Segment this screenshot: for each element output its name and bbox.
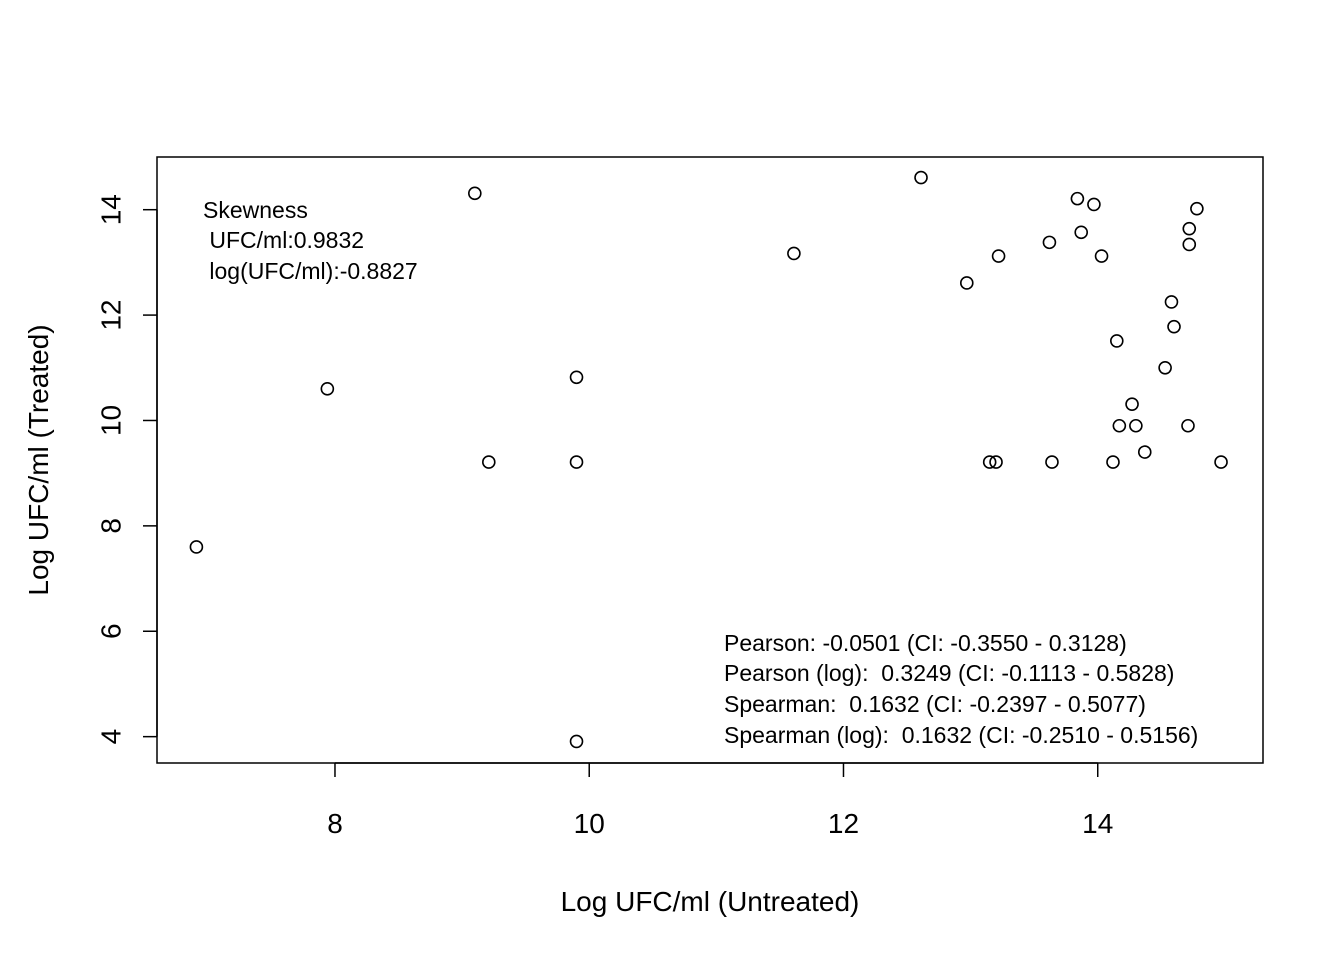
data-point — [914, 170, 928, 185]
y-tick-label: 4 — [96, 729, 127, 745]
data-point — [189, 540, 204, 554]
skewness-ufc: UFC/ml:0.9832 — [203, 227, 364, 253]
data-point — [1042, 235, 1057, 250]
y-tick-label: 8 — [96, 518, 127, 534]
data-point — [1070, 191, 1085, 206]
spearman-log-text: Spearman (log): 0.1632 (CI: -0.2510 - 0.… — [724, 722, 1198, 748]
spearman-text: Spearman: 0.1632 (CI: -0.2397 - 0.5077) — [724, 691, 1146, 717]
data-point — [1129, 418, 1143, 433]
data-point — [982, 455, 997, 469]
x-axis: 8 10 12 14 — [327, 762, 1113, 839]
data-point — [991, 249, 1006, 263]
data-point — [569, 370, 584, 385]
y-tick-label: 12 — [96, 300, 127, 331]
data-point — [569, 734, 584, 749]
data-point — [1125, 397, 1139, 411]
x-tick-label: 14 — [1082, 808, 1113, 839]
pearson-log-text: Pearson (log): 0.3249 (CI: -0.1113 - 0.5… — [724, 660, 1174, 686]
skewness-log: log(UFC/ml):-0.8827 — [203, 258, 418, 284]
y-tick-label: 10 — [96, 405, 127, 436]
data-point — [1190, 201, 1204, 216]
data-point — [1167, 319, 1181, 334]
y-axis-label: Log UFC/ml (Treated) — [23, 324, 54, 595]
y-tick-label: 14 — [96, 194, 127, 225]
data-point — [787, 246, 801, 261]
data-point — [989, 455, 1003, 469]
data-point — [569, 455, 584, 469]
x-tick-label: 10 — [574, 808, 605, 839]
data-point — [1164, 295, 1179, 309]
data-point — [481, 455, 496, 469]
y-tick-label: 6 — [96, 623, 127, 639]
data-point — [1137, 445, 1152, 459]
data-point — [1182, 237, 1197, 252]
data-point — [1094, 249, 1109, 263]
data-point — [1045, 455, 1059, 469]
data-point — [1106, 455, 1120, 469]
data-point — [468, 186, 482, 201]
data-point — [1074, 225, 1089, 240]
data-point — [959, 276, 974, 290]
data-point — [1110, 334, 1124, 348]
data-point — [1214, 455, 1228, 469]
correlation-annotation: Pearson: -0.0501 (CI: -0.3550 - 0.3128) … — [724, 630, 1198, 748]
x-tick-label: 12 — [828, 808, 859, 839]
x-axis-label: Log UFC/ml (Untreated) — [561, 886, 860, 917]
x-tick-label: 8 — [327, 808, 343, 839]
data-point — [1158, 360, 1172, 375]
pearson-text: Pearson: -0.0501 (CI: -0.3550 - 0.3128) — [724, 630, 1127, 656]
skewness-annotation: Skewness UFC/ml:0.9832 log(UFC/ml):-0.88… — [203, 197, 418, 284]
data-points — [189, 170, 1228, 749]
data-point — [1112, 418, 1127, 433]
data-point — [1182, 221, 1197, 236]
y-axis: 4 6 8 10 12 14 — [96, 194, 158, 744]
data-point — [1087, 197, 1101, 212]
skewness-title: Skewness — [203, 197, 308, 223]
data-point — [320, 382, 335, 396]
data-point — [1181, 418, 1195, 433]
